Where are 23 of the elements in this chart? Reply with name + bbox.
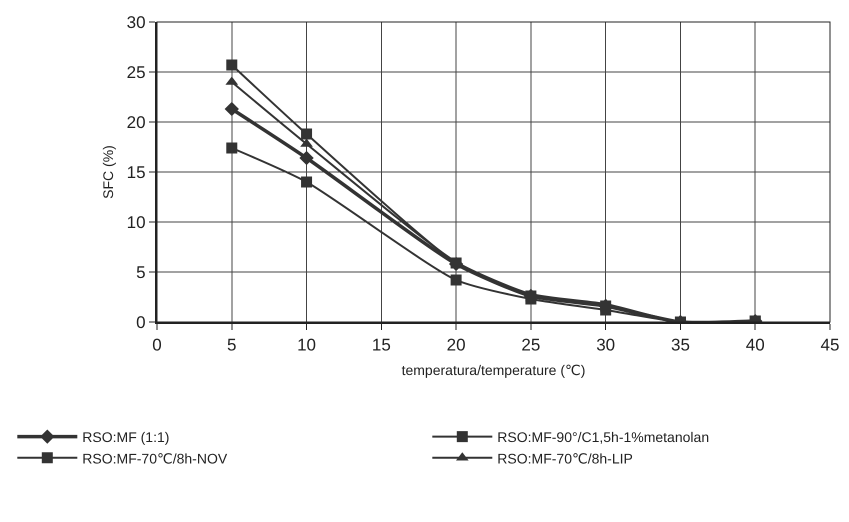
x-tick-label: 0 bbox=[152, 335, 162, 354]
y-tick-label: 20 bbox=[126, 112, 146, 132]
y-tick-label: 10 bbox=[126, 212, 146, 232]
x-tick-label: 5 bbox=[227, 335, 237, 354]
legend-label: RSO:MF-70℃/8h-NOV bbox=[82, 450, 228, 466]
x-tick-label: 15 bbox=[372, 335, 391, 354]
y-tick-label: 5 bbox=[136, 262, 146, 282]
x-tick-label: 25 bbox=[521, 335, 540, 354]
y-tick-label: 30 bbox=[126, 12, 146, 32]
y-tick-label: 0 bbox=[136, 312, 146, 332]
y-tick-label: 25 bbox=[126, 62, 146, 82]
x-tick-label: 10 bbox=[297, 335, 316, 354]
x-tick-label: 20 bbox=[446, 335, 466, 354]
legend-label: RSO:MF-70℃/8h-LIP bbox=[497, 450, 633, 466]
x-tick-label: 30 bbox=[596, 335, 616, 354]
y-tick-label: 15 bbox=[126, 162, 146, 182]
x-tick-label: 40 bbox=[746, 335, 765, 354]
legend-label: RSO:MF (1:1) bbox=[82, 429, 170, 446]
y-axis-title: SFC (%) bbox=[100, 145, 116, 199]
legend-label: RSO:MF-90°/C1,5h-1%metanolan bbox=[497, 429, 710, 446]
x-axis-title: temperatura/temperature (℃) bbox=[402, 362, 586, 378]
x-tick-label: 35 bbox=[670, 335, 690, 354]
x-tick-label: 45 bbox=[820, 335, 840, 354]
